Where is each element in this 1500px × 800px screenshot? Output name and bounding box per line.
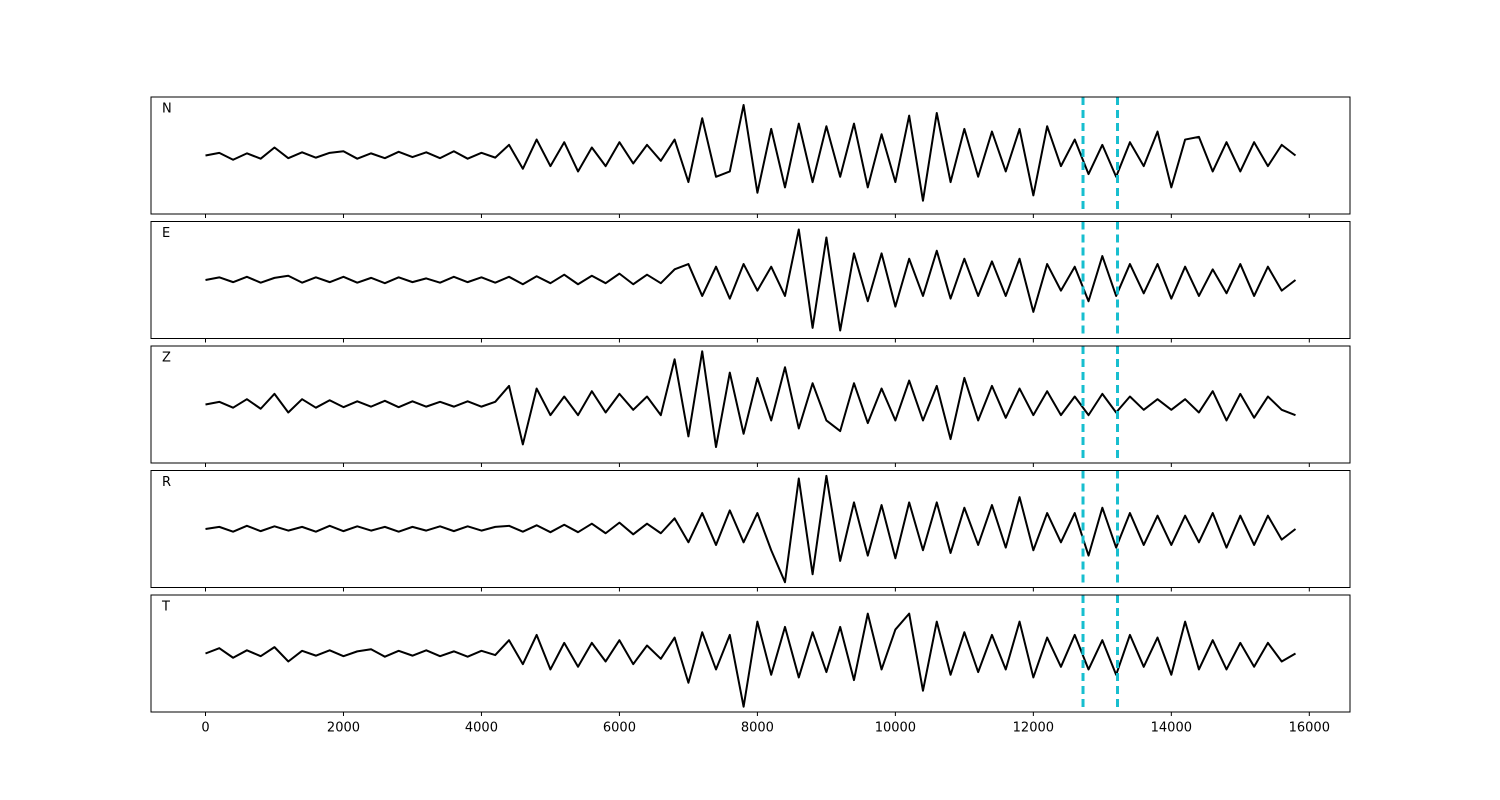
x-tick-label: 14000 bbox=[1151, 721, 1192, 736]
x-tick-label: 0 bbox=[201, 721, 209, 736]
trace bbox=[205, 612, 1297, 708]
panel-label: E bbox=[162, 226, 170, 241]
panel-frame bbox=[150, 345, 1351, 464]
trace bbox=[205, 103, 1297, 202]
x-tick-label: 16000 bbox=[1289, 721, 1330, 736]
panel-frame bbox=[150, 96, 1351, 215]
panel-frame bbox=[150, 221, 1351, 339]
panel-label: T bbox=[161, 600, 170, 615]
trace bbox=[205, 228, 1297, 332]
x-tick-label: 8000 bbox=[741, 721, 774, 736]
x-tick-label: 10000 bbox=[875, 721, 916, 736]
trace bbox=[205, 474, 1297, 584]
x-tick-label: 12000 bbox=[1013, 721, 1054, 736]
panel-frame bbox=[150, 594, 1351, 713]
trace bbox=[205, 350, 1296, 449]
panel-label: R bbox=[162, 475, 171, 490]
panel-label: N bbox=[162, 102, 172, 117]
panel-label: Z bbox=[162, 351, 171, 366]
x-tick-label: 2000 bbox=[327, 721, 360, 736]
panel-frame bbox=[150, 470, 1351, 588]
x-tick-label: 6000 bbox=[603, 721, 636, 736]
x-tick-label: 4000 bbox=[465, 721, 498, 736]
